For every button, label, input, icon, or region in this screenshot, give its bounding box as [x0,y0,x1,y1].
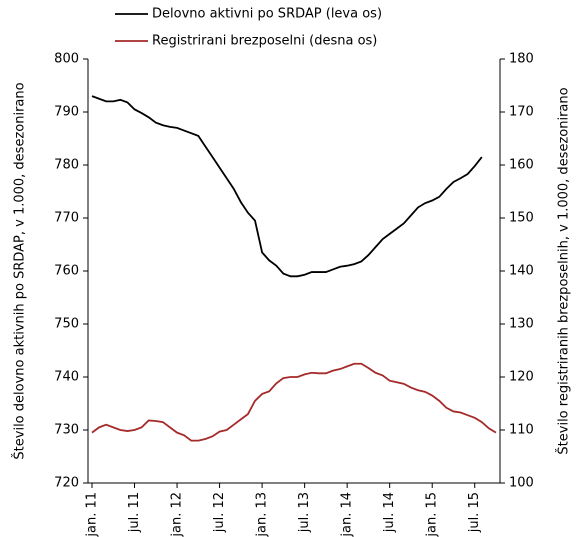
y2-axis-label: Število registriranih brezposelnih, v 1.… [556,87,572,454]
y-tick-label: 790 [54,105,79,120]
y2-tick-label: 110 [509,423,534,438]
x-tick-label: jan. 15 [425,492,440,537]
x-tick-label: jul. 14 [382,492,397,533]
y-tick-label: 750 [54,317,79,332]
y-axis-label: Število delovno aktivnih po SRDAP, v 1.0… [12,82,28,459]
legend-label: Delovno aktivni po SRDAP (leva os) [152,7,382,22]
y-tick-label: 720 [54,476,79,491]
y2-tick-label: 130 [509,317,534,332]
y-tick-label: 800 [54,52,79,67]
x-tick-label: jan. 14 [340,492,355,537]
y2-tick-label: 180 [509,52,534,67]
x-tick-label: jan. 12 [170,492,185,537]
x-tick-label: jan. 13 [255,492,270,537]
series-line [91,95,483,278]
y2-tick-label: 100 [509,476,534,491]
y2-tick-label: 150 [509,211,534,226]
y-tick-label: 740 [54,370,79,385]
x-tick-label: jul. 11 [127,492,142,533]
y-tick-label: 770 [54,211,79,226]
x-tick-label: jul. 15 [467,492,482,533]
y2-tick-label: 170 [509,105,534,120]
x-tick-label: jul. 13 [297,492,312,533]
y-tick-label: 760 [54,264,79,279]
legend-label: Registrirani brezposelni (desna os) [152,34,377,49]
y-tick-label: 730 [54,423,79,438]
x-tick-label: jan. 11 [85,492,100,537]
y2-tick-label: 160 [509,158,534,173]
x-tick-label: jul. 12 [212,492,227,533]
y-tick-label: 780 [54,158,79,173]
series-line [91,362,497,442]
y2-tick-label: 120 [509,370,534,385]
y2-tick-label: 140 [509,264,534,279]
